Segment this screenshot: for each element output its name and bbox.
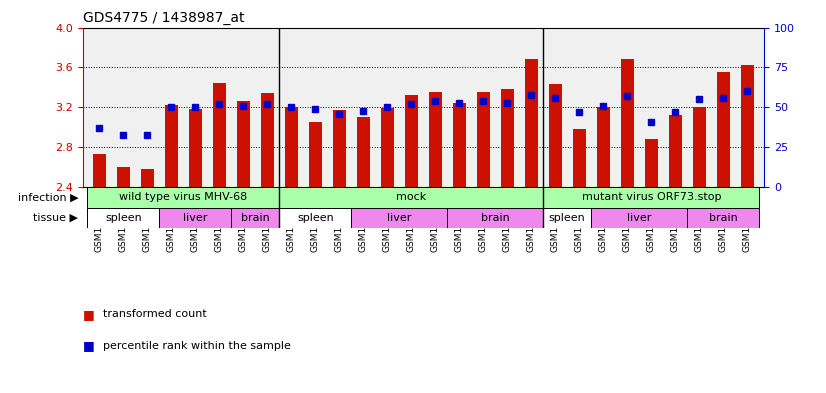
Bar [429,92,442,187]
Text: ■: ■ [83,339,98,353]
Bar [741,66,754,187]
Text: brain: brain [709,213,738,223]
Text: spleen: spleen [549,213,586,223]
Text: tissue ▶: tissue ▶ [34,213,78,223]
Text: brain: brain [241,213,270,223]
Text: liver: liver [627,213,652,223]
Bar [448,208,544,228]
Text: liver: liver [387,213,411,223]
Text: infection ▶: infection ▶ [18,193,78,202]
Text: spleen: spleen [297,213,334,223]
Bar [477,92,490,187]
Bar [405,95,418,187]
Text: liver: liver [183,213,207,223]
Bar [351,208,448,228]
Bar [572,129,586,187]
Text: percentile rank within the sample: percentile rank within the sample [103,341,291,351]
Bar [501,90,514,187]
Bar [140,169,154,187]
Bar [285,107,298,187]
Bar [357,118,370,187]
Bar [620,59,634,187]
Text: transformed count: transformed count [103,309,207,320]
Bar [116,167,130,187]
Bar [544,208,591,228]
Text: ■: ■ [83,308,98,321]
Bar [381,108,394,187]
Bar [693,107,706,187]
Bar [279,208,351,228]
Bar [525,59,538,187]
Bar [189,109,202,187]
Bar [596,107,610,187]
Text: wild type virus MHV-68: wild type virus MHV-68 [119,193,248,202]
Bar [717,72,730,187]
Bar [453,103,466,187]
Bar [93,154,106,187]
Bar [237,101,250,187]
Bar [591,208,687,228]
Bar [669,116,682,187]
Bar [687,208,759,228]
Bar [88,187,279,208]
Bar [333,110,346,187]
Text: mutant virus ORF73.stop: mutant virus ORF73.stop [582,193,721,202]
Text: GDS4775 / 1438987_at: GDS4775 / 1438987_at [83,11,244,25]
Text: brain: brain [481,213,510,223]
Bar [309,122,322,187]
Text: mock: mock [396,193,426,202]
Bar [164,105,178,187]
Bar [279,187,544,208]
Bar [548,84,562,187]
Bar [261,94,274,187]
Bar [88,208,159,228]
Bar [213,83,226,187]
Bar [644,140,657,187]
Bar [159,208,231,228]
Text: spleen: spleen [105,213,142,223]
Bar [231,208,279,228]
Bar [544,187,759,208]
